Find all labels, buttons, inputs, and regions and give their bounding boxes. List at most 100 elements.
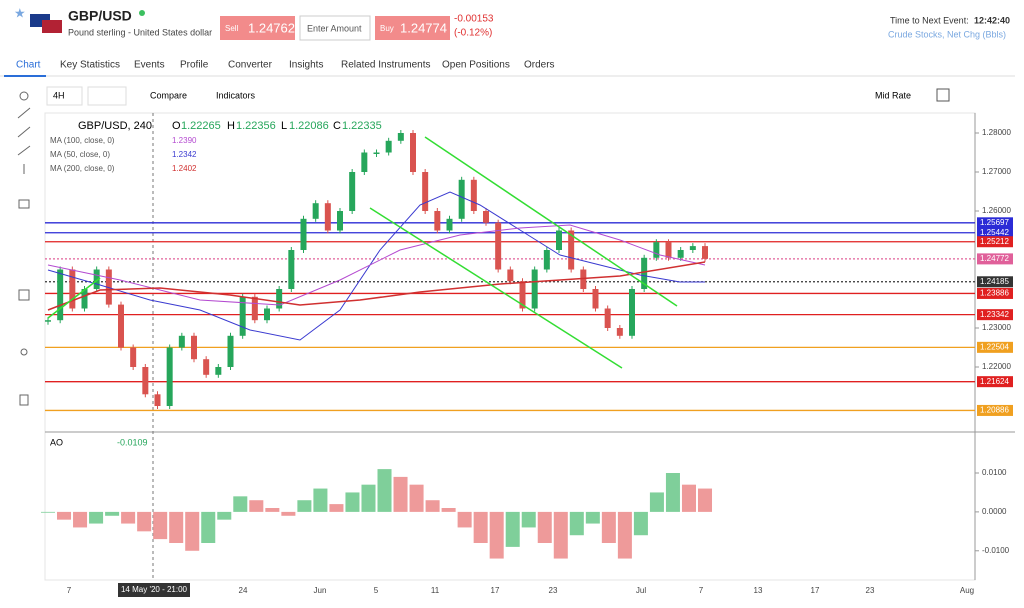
ao-bar [633, 511, 648, 536]
ao-bar [201, 511, 216, 543]
tool[interactable] [19, 91, 29, 101]
ao-bar [649, 492, 664, 512]
ao-bar [217, 511, 232, 520]
crosshair-label-bg [118, 583, 190, 597]
interval-box[interactable] [46, 86, 83, 106]
ao-bar [169, 511, 184, 543]
ao-bar [313, 488, 328, 512]
level-label-bg [977, 287, 1013, 299]
candle [300, 218, 307, 250]
candle [677, 250, 684, 258]
tab[interactable]: Insights [289, 60, 323, 71]
tool[interactable] [20, 348, 28, 356]
ma-name: MA (100, close, 0) [50, 136, 115, 145]
candle [45, 320, 51, 322]
candle [592, 289, 599, 309]
tab[interactable]: Related Instruments [341, 60, 431, 71]
tool[interactable] [18, 289, 30, 301]
ao-bar [73, 511, 88, 528]
candle [227, 335, 234, 367]
level-label: 1.25212 [980, 237, 1009, 246]
amount-input[interactable] [299, 15, 371, 41]
ao-bar [40, 511, 56, 513]
ao-bar [457, 511, 472, 528]
buy-label: Buy [380, 24, 394, 33]
ao-value: -0.0109 [117, 437, 148, 447]
ao-bar [441, 508, 456, 512]
legend-low: 1.22086 [289, 120, 329, 132]
indicators[interactable]: Indicators [216, 90, 256, 100]
tool[interactable] [17, 126, 31, 138]
legend-h: H [227, 120, 235, 132]
tool[interactable] [19, 394, 29, 406]
candle [349, 172, 356, 211]
compare[interactable]: Compare [150, 90, 187, 100]
candle [458, 179, 465, 219]
candle [154, 394, 161, 406]
tab[interactable]: Key Statistics [60, 60, 120, 71]
event-name[interactable]: Crude Stocks, Net Chg (Bbls) [888, 29, 1006, 39]
candle [519, 281, 526, 309]
candle [665, 242, 672, 258]
star[interactable]: ★ [14, 5, 26, 20]
ao-bar [601, 511, 616, 543]
checkbox[interactable] [936, 88, 950, 102]
tab[interactable]: Open Positions [442, 60, 510, 71]
legend-o: O [172, 120, 181, 132]
x-label: Jun [314, 586, 327, 595]
tool[interactable] [17, 107, 31, 119]
tool[interactable] [17, 145, 31, 156]
candle [118, 304, 124, 348]
change-pct: (-0.12%) [454, 28, 492, 39]
candle [507, 269, 514, 282]
legend-open: 1.22265 [181, 120, 221, 132]
level-label-bg [977, 276, 1013, 288]
tab[interactable]: Converter [228, 60, 273, 71]
tab[interactable]: Orders [524, 60, 555, 71]
ao-bar [57, 511, 72, 520]
interval[interactable]: 4H [53, 90, 65, 100]
y-tick-label: 1.23000 [982, 323, 1011, 332]
x-label: Jul [636, 586, 646, 595]
ao-bar [665, 473, 680, 512]
y-tick-label: 1.26000 [982, 206, 1011, 215]
candle [239, 296, 246, 336]
legend-close: 1.22335 [342, 120, 382, 132]
candle [470, 179, 477, 211]
sell-button[interactable] [220, 16, 295, 40]
ao-bar [537, 511, 552, 543]
candle [446, 218, 453, 231]
candle [69, 269, 76, 309]
ma-200 [47, 261, 706, 311]
candle [385, 140, 392, 153]
candle [653, 242, 660, 258]
ao-bar [521, 511, 536, 528]
trend-line [369, 207, 623, 369]
level-label: 1.22504 [980, 342, 1009, 351]
candle [166, 347, 173, 406]
level-label-bg [977, 309, 1013, 321]
candle [191, 335, 197, 360]
candle [604, 308, 611, 328]
tab[interactable]: Events [134, 60, 165, 71]
x-label: 17 [491, 586, 500, 595]
description: Pound sterling - United States dollar [68, 27, 212, 37]
x-label: 23 [549, 586, 558, 595]
x-label: 5 [374, 586, 379, 595]
chart-type-box[interactable] [87, 86, 127, 106]
ao-bar [569, 511, 584, 536]
candle [93, 269, 100, 289]
level-label-bg [977, 404, 1013, 416]
ao-bar [153, 511, 168, 540]
tab[interactable]: Profile [180, 60, 209, 71]
ao-bar [121, 511, 136, 524]
tab[interactable]: Chart [16, 60, 41, 71]
candle [264, 308, 270, 321]
tool[interactable] [18, 199, 30, 209]
buy-button[interactable] [375, 16, 450, 40]
ao-bar [137, 511, 152, 532]
candle [616, 328, 623, 336]
rate[interactable]: Mid Rate [875, 90, 911, 100]
